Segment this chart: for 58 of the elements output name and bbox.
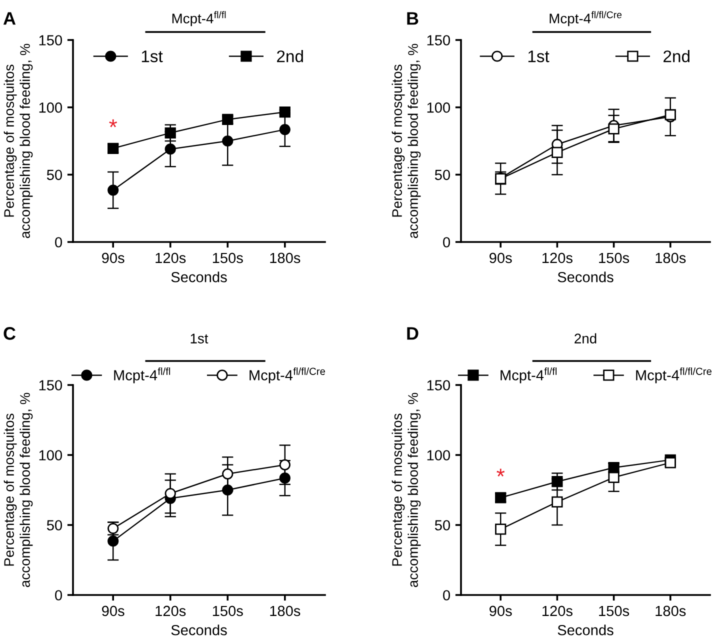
y-axis-title: Percentage of mosquitos accomplishing blood feeding, % bbox=[4, 392, 33, 588]
legend-label: 1st bbox=[528, 50, 550, 62]
y-tick-label: 100 bbox=[39, 450, 62, 460]
x-tick-label: 150s bbox=[599, 252, 630, 264]
text: A bbox=[3, 12, 16, 25]
chart-title: Mcpt-4$^{fl/fl/Cre}$ bbox=[550, 11, 622, 26]
legend-label: 2nd bbox=[664, 50, 690, 62]
y-tick-label: 50 bbox=[434, 170, 450, 180]
y-tick-label: 150 bbox=[39, 380, 62, 390]
x-tick-label: 180s bbox=[656, 252, 686, 264]
x-tick-label: 150s bbox=[212, 252, 243, 264]
x-tick-label: 120s bbox=[542, 252, 572, 264]
x-tick-label: 180s bbox=[270, 252, 300, 264]
annotation: * bbox=[496, 468, 505, 477]
y-tick-label: 100 bbox=[39, 102, 62, 113]
y-tick-label: 150 bbox=[427, 35, 450, 46]
x-axis-title: Seconds bbox=[558, 624, 614, 636]
x-tick-label: 150s bbox=[212, 606, 243, 616]
chart-title: 2nd bbox=[574, 333, 596, 344]
x-axis-title: Seconds bbox=[171, 624, 227, 636]
legend-label: Mcpt-4$^{fl/fl/Cre}$ bbox=[250, 367, 326, 384]
x-tick-label: 90s bbox=[102, 606, 124, 616]
y-tick-label: 0 bbox=[55, 590, 62, 600]
y-tick-label: 150 bbox=[39, 35, 62, 46]
x-tick-label: 120s bbox=[542, 606, 572, 616]
y-axis-title: Percentage of mosquitos accomplishing blood feeding, % bbox=[392, 392, 421, 588]
y-tick-label: 0 bbox=[443, 237, 450, 248]
text: C bbox=[4, 327, 16, 340]
x-axis-title: Seconds bbox=[558, 272, 614, 282]
x-tick-label: 120s bbox=[156, 606, 186, 616]
y-tick-label: 0 bbox=[55, 237, 62, 248]
x-tick-label: 90s bbox=[490, 252, 512, 264]
x-tick-label: 90s bbox=[490, 606, 512, 616]
legend-label: Mcpt-4$^{fl/fl}$ bbox=[500, 367, 557, 384]
y-tick-label: 50 bbox=[46, 170, 62, 180]
y-tick-label: 100 bbox=[427, 450, 450, 460]
legend-label: 2nd bbox=[277, 50, 303, 62]
text: D bbox=[407, 327, 418, 340]
y-axis-title: Percentage of mosquitos accomplishing blood feeding, % bbox=[4, 44, 33, 238]
chart-title: 1st bbox=[190, 334, 208, 344]
legend-label: 1st bbox=[142, 50, 163, 62]
y-tick-label: 100 bbox=[427, 102, 450, 113]
x-tick-label: 120s bbox=[156, 252, 186, 264]
x-tick-label: 180s bbox=[656, 606, 686, 616]
annotation: * bbox=[109, 119, 118, 128]
text: B bbox=[407, 12, 418, 25]
chart-title: Mcpt-4$^{fl/fl}$ bbox=[172, 11, 226, 26]
legend-label: Mcpt-4$^{fl/fl/Cre}$ bbox=[636, 367, 712, 384]
y-tick-label: 0 bbox=[443, 590, 450, 600]
y-tick-label: 50 bbox=[434, 520, 450, 530]
y-tick-label: 150 bbox=[427, 380, 450, 390]
y-tick-label: 50 bbox=[46, 520, 62, 530]
y-axis-title: Percentage of mosquitos accomplishing blood feeding, % bbox=[392, 44, 421, 238]
x-tick-label: 150s bbox=[599, 606, 630, 616]
legend-label: Mcpt-4$^{fl/fl}$ bbox=[114, 367, 170, 384]
x-tick-label: 180s bbox=[270, 606, 300, 616]
x-tick-label: 90s bbox=[102, 252, 124, 264]
x-axis-title: Seconds bbox=[171, 272, 227, 282]
